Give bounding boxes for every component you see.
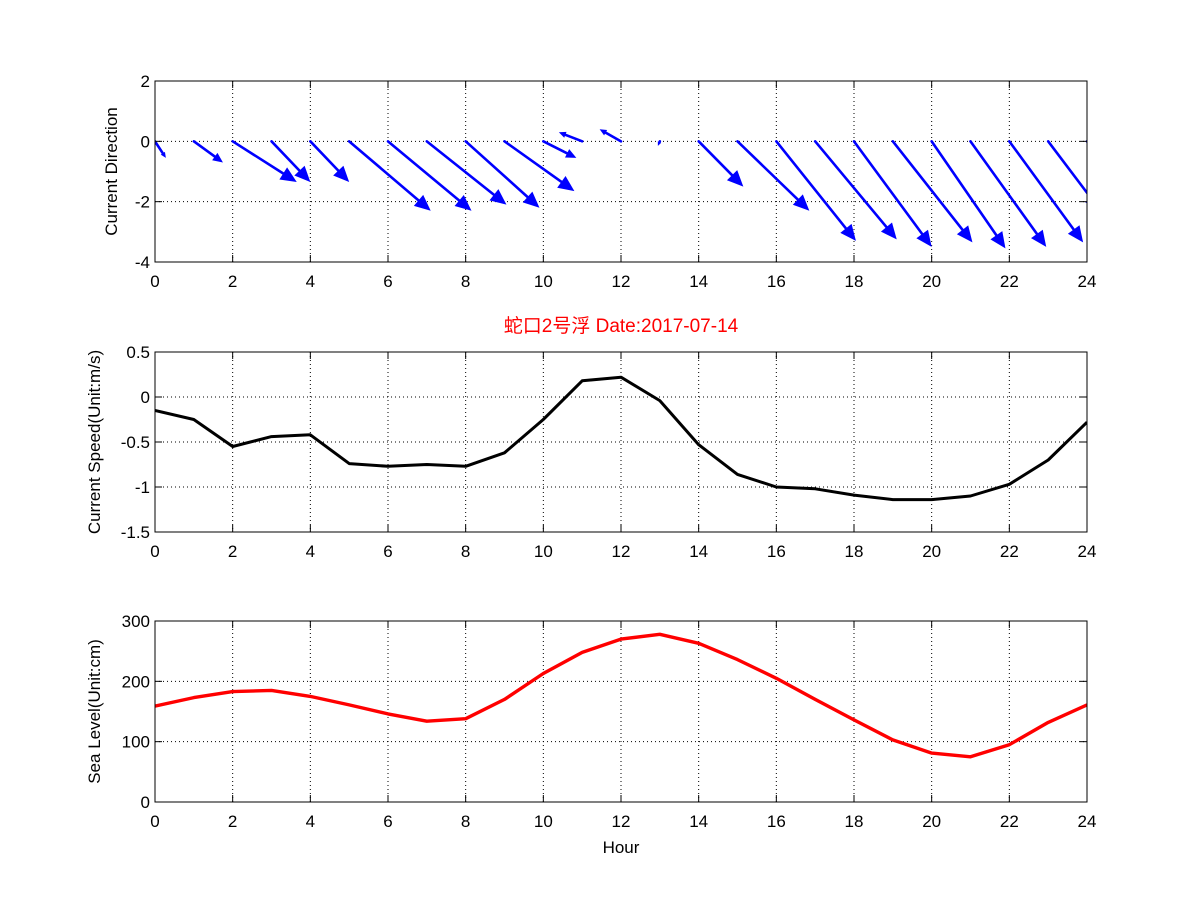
x-tick-label: 14 — [689, 812, 708, 831]
x-tick-label: 10 — [534, 812, 553, 831]
x-tick-label: 12 — [612, 542, 631, 561]
x-tick-label: 2 — [228, 812, 237, 831]
x-tick-label: 24 — [1078, 272, 1097, 291]
arrow-head — [1085, 194, 1100, 211]
x-tick-label: 20 — [922, 812, 941, 831]
x-tick-label: 2 — [228, 542, 237, 561]
x-tick-label: 4 — [306, 812, 315, 831]
x-tick-label: 14 — [689, 272, 708, 291]
plot-area — [155, 81, 1087, 262]
y-axis-label: Sea Level(Unit:cm) — [85, 639, 104, 784]
y-tick-label: 100 — [122, 733, 150, 752]
y-tick-label: -1.5 — [121, 523, 150, 542]
y-tick-label: -1 — [135, 478, 150, 497]
x-tick-label: 14 — [689, 542, 708, 561]
y-tick-label: 0 — [141, 793, 150, 812]
x-tick-label: 8 — [461, 272, 470, 291]
x-tick-label: 12 — [612, 812, 631, 831]
x-tick-label: 22 — [1000, 272, 1019, 291]
x-tick-label: 24 — [1078, 812, 1097, 831]
x-tick-label: 0 — [150, 812, 159, 831]
x-tick-label: 2 — [228, 272, 237, 291]
x-tick-label: 22 — [1000, 542, 1019, 561]
x-tick-label: 16 — [767, 542, 786, 561]
x-tick-label: 6 — [383, 812, 392, 831]
y-tick-label: -2 — [135, 193, 150, 212]
arrow-head — [1093, 151, 1098, 157]
arrow-shaft — [1087, 141, 1095, 152]
y-tick-label: 200 — [122, 672, 150, 691]
y-tick-label: 0 — [141, 132, 150, 151]
x-tick-label: 20 — [922, 542, 941, 561]
y-axis-label: Current Speed(Unit:m/s) — [85, 350, 104, 534]
y-tick-label: 2 — [141, 72, 150, 91]
x-tick-label: 16 — [767, 272, 786, 291]
y-tick-label: -4 — [135, 253, 150, 272]
x-tick-label: 10 — [534, 272, 553, 291]
y-axis-label: Current Direction — [102, 107, 121, 236]
y-tick-label: 0.5 — [126, 343, 150, 362]
x-tick-label: 20 — [922, 272, 941, 291]
x-tick-label: 0 — [150, 542, 159, 561]
y-tick-label: -0.5 — [121, 433, 150, 452]
x-tick-label: 4 — [306, 542, 315, 561]
x-tick-label: 24 — [1078, 542, 1097, 561]
y-tick-label: 300 — [122, 612, 150, 631]
x-tick-label: 8 — [461, 812, 470, 831]
x-tick-label: 10 — [534, 542, 553, 561]
x-tick-label: 6 — [383, 272, 392, 291]
x-tick-label: 16 — [767, 812, 786, 831]
x-tick-label: 18 — [845, 272, 864, 291]
x-tick-label: 18 — [845, 812, 864, 831]
chart-title: 蛇口2号浮 Date:2017-07-14 — [504, 315, 739, 337]
x-axis-label: Hour — [603, 838, 640, 857]
x-tick-label: 0 — [150, 272, 159, 291]
plot-area — [155, 621, 1087, 802]
x-tick-label: 12 — [612, 272, 631, 291]
x-tick-label: 4 — [306, 272, 315, 291]
x-tick-label: 22 — [1000, 812, 1019, 831]
x-tick-label: 18 — [845, 542, 864, 561]
current-arrow — [1087, 141, 1098, 156]
y-tick-label: 0 — [141, 388, 150, 407]
x-tick-label: 8 — [461, 542, 470, 561]
x-tick-label: 6 — [383, 542, 392, 561]
